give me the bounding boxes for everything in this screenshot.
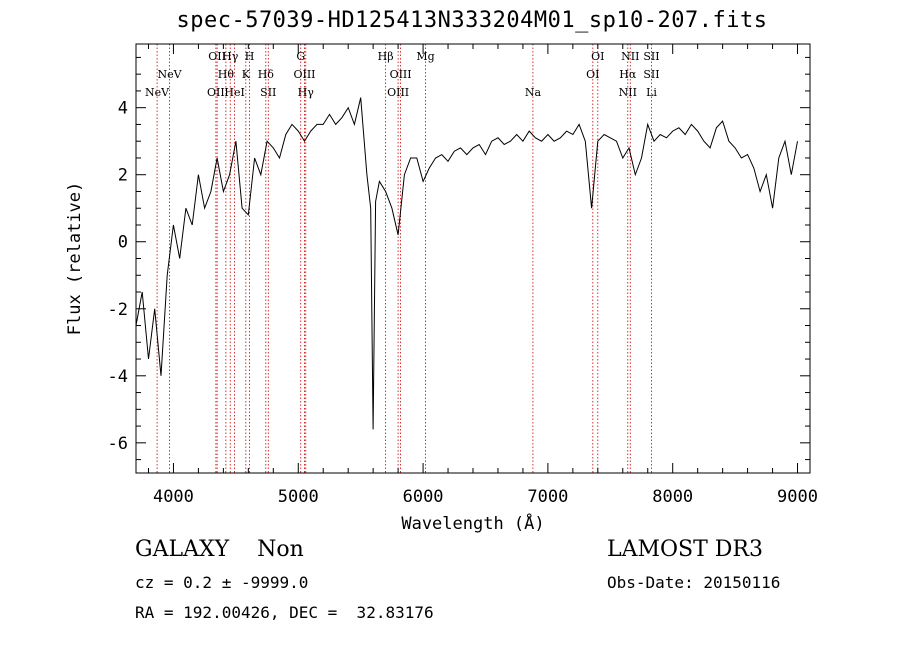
x-tick-label: 8000 [652,487,693,507]
x-tick-label: 9000 [777,487,818,507]
x-tick-label: 6000 [403,487,444,507]
survey-name: LAMOST DR3 [607,537,763,562]
y-axis-ticks: -6 -4 -2 0 2 4 [108,56,810,461]
emission-line-label: Mg [416,50,434,63]
y-axis-label: Flux (relative) [65,182,85,336]
emission-line-markers [156,44,652,473]
emission-line-label: OIII [293,68,315,81]
emission-line-label: SII [643,68,659,81]
emission-line-label: Li [646,86,657,99]
emission-line-label: Na [525,86,542,99]
emission-line-label: OIII [387,86,409,99]
x-axis-ticks: 4000 5000 6000 7000 8000 9000 [147,44,818,507]
observation-date: Obs-Date: 20150116 [607,573,781,592]
y-tick-label: -4 [108,367,128,387]
emission-line-label: Hα [619,68,637,81]
plot-frame [135,43,811,474]
x-axis-label: Wavelength (Å) [401,512,544,534]
emission-line-label: OI [586,68,599,81]
x-tick-label: 7000 [527,487,568,507]
emission-line-label: OII [207,86,225,99]
emission-line-label: SII [643,50,659,63]
emission-line-label: Hβ [378,50,394,63]
emission-line-label: Hθ [218,68,235,81]
emission-line-label: NeV [158,68,183,81]
emission-line-label: NeV [145,86,170,99]
x-tick-label: 5000 [278,487,319,507]
y-tick-label: 0 [118,233,128,253]
coordinates-line: RA = 192.00426, DEC = 32.83176 [135,603,434,622]
emission-line-label: Hγ [298,86,315,99]
x-tick-label: 4000 [153,487,194,507]
spectrum-series-line [135,97,798,430]
y-tick-label: -6 [108,434,128,454]
emission-line-label: Hδ [258,68,275,81]
y-tick-label: 4 [118,99,128,119]
emission-line-label: Hγ [222,50,239,63]
redshift-line: cz = 0.2 ± -9999.0 [135,573,309,592]
emission-line-label: OII [208,50,226,63]
emission-line-label: H [245,50,255,63]
emission-line-label: NII [621,50,639,63]
chart-title: spec-57039-HD125413N333204M01_sp10-207.f… [176,8,768,33]
object-class: GALAXY Non [135,537,304,562]
y-tick-label: -2 [108,300,128,320]
y-tick-label: 2 [118,166,128,186]
emission-line-label: HeI [224,86,244,99]
emission-line-label: OIII [390,68,412,81]
emission-line-label: K [242,68,251,81]
emission-line-label: OI [591,50,604,63]
emission-line-label: NII [619,86,637,99]
emission-line-label: G [296,50,305,63]
emission-line-label: SII [260,86,276,99]
